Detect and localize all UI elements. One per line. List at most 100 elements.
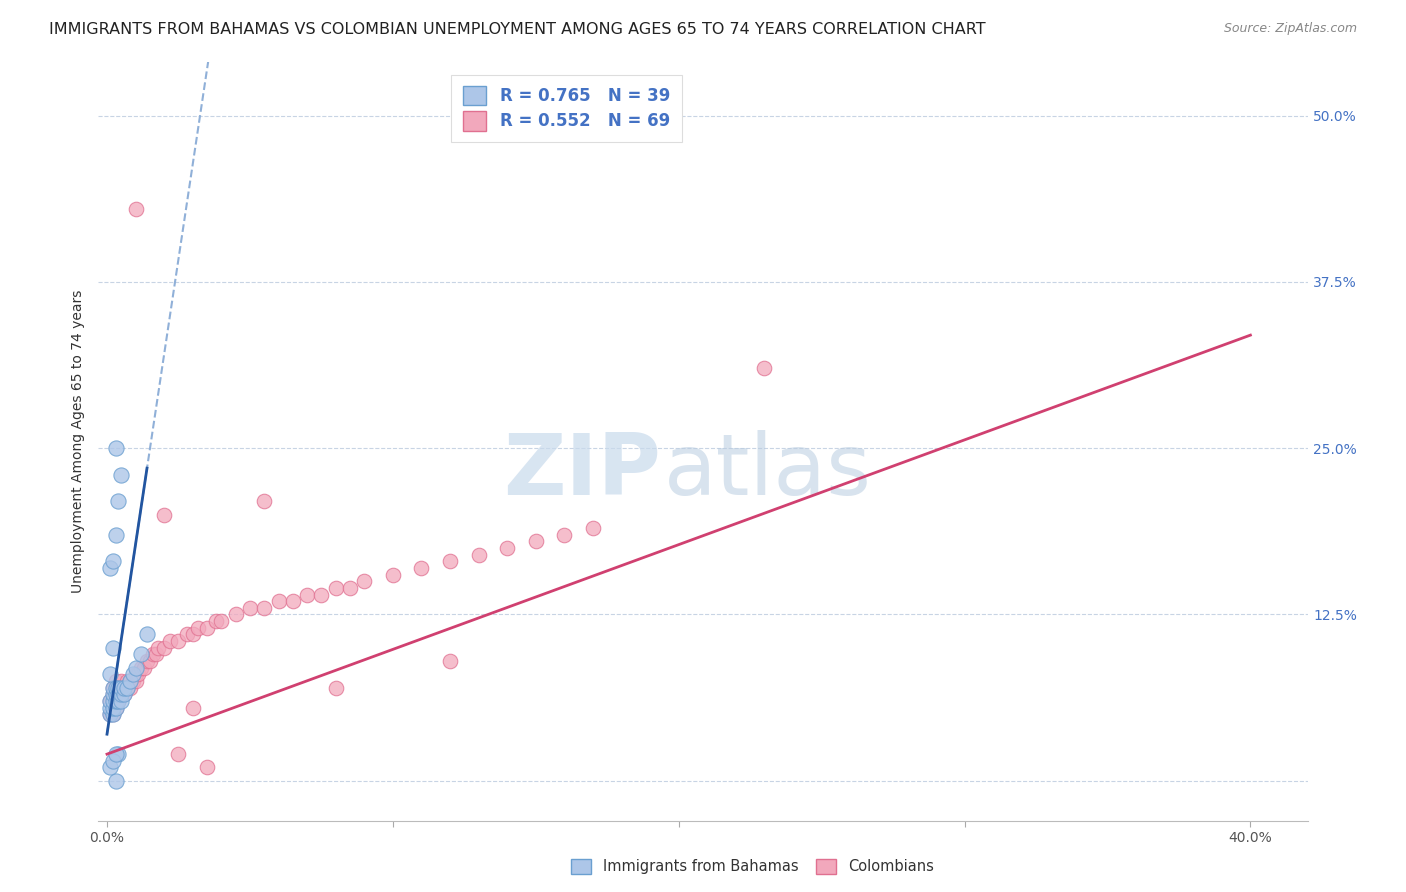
Point: [121, 673, 143, 688]
Point: [176, 627, 198, 641]
Point: [181, 700, 204, 714]
Point: [115, 681, 138, 695]
Point: [98, 667, 121, 681]
Point: [101, 700, 124, 714]
Point: [110, 681, 132, 695]
Point: [187, 621, 209, 635]
Point: [439, 554, 461, 568]
Point: [311, 587, 333, 601]
Point: [325, 581, 347, 595]
Point: [101, 694, 124, 708]
Point: [136, 654, 159, 668]
Point: [98, 561, 121, 575]
Point: [121, 667, 143, 681]
Point: [124, 661, 146, 675]
Point: [159, 634, 181, 648]
Point: [253, 494, 276, 508]
Text: IMMIGRANTS FROM BAHAMAS VS COLOMBIAN UNEMPLOYMENT AMONG AGES 65 TO 74 YEARS CORR: IMMIGRANTS FROM BAHAMAS VS COLOMBIAN UNE…: [49, 22, 986, 37]
Point: [101, 554, 124, 568]
Point: [411, 561, 433, 575]
Y-axis label: Unemployment Among Ages 65 to 74 years: Unemployment Among Ages 65 to 74 years: [72, 290, 86, 593]
Point: [325, 681, 347, 695]
Point: [195, 760, 218, 774]
Point: [101, 681, 124, 695]
Point: [267, 594, 290, 608]
Legend: R = 0.765   N = 39, R = 0.552   N = 69: R = 0.765 N = 39, R = 0.552 N = 69: [451, 75, 682, 142]
Point: [101, 694, 124, 708]
Point: [118, 681, 141, 695]
Point: [98, 760, 121, 774]
Point: [107, 687, 129, 701]
Point: [239, 600, 262, 615]
Point: [104, 527, 127, 541]
Point: [153, 508, 176, 522]
Point: [339, 581, 361, 595]
Point: [129, 661, 152, 675]
Point: [127, 667, 149, 681]
Point: [101, 707, 124, 722]
Point: [104, 681, 127, 695]
Point: [104, 773, 127, 788]
Point: [104, 687, 127, 701]
Point: [524, 534, 547, 549]
Point: [110, 694, 132, 708]
Point: [115, 673, 138, 688]
Point: [104, 673, 127, 688]
Point: [153, 640, 176, 655]
Point: [181, 627, 204, 641]
Point: [98, 694, 121, 708]
Point: [104, 694, 127, 708]
Point: [107, 681, 129, 695]
Point: [118, 673, 141, 688]
Point: [295, 587, 318, 601]
Point: [101, 681, 124, 695]
Point: [112, 681, 135, 695]
Point: [353, 574, 375, 589]
Point: [104, 687, 127, 701]
Point: [98, 707, 121, 722]
Point: [104, 700, 127, 714]
Point: [107, 681, 129, 695]
Point: [582, 521, 605, 535]
Point: [110, 687, 132, 701]
Point: [496, 541, 519, 555]
Point: [107, 694, 129, 708]
Point: [101, 707, 124, 722]
Point: [104, 747, 127, 761]
Point: [104, 441, 127, 455]
Point: [115, 681, 138, 695]
Point: [110, 681, 132, 695]
Point: [118, 673, 141, 688]
Point: [136, 627, 159, 641]
Point: [112, 687, 135, 701]
Point: [439, 654, 461, 668]
Legend: Immigrants from Bahamas, Colombians: Immigrants from Bahamas, Colombians: [565, 853, 939, 880]
Point: [281, 594, 304, 608]
Point: [101, 640, 124, 655]
Point: [110, 673, 132, 688]
Point: [107, 694, 129, 708]
Point: [107, 687, 129, 701]
Point: [142, 648, 165, 662]
Point: [129, 648, 152, 662]
Point: [98, 700, 121, 714]
Point: [167, 747, 190, 761]
Point: [124, 667, 146, 681]
Point: [107, 747, 129, 761]
Point: [107, 494, 129, 508]
Point: [253, 600, 276, 615]
Point: [112, 687, 135, 701]
Point: [124, 673, 146, 688]
Point: [112, 681, 135, 695]
Point: [104, 681, 127, 695]
Point: [195, 621, 218, 635]
Point: [124, 202, 146, 216]
Text: Source: ZipAtlas.com: Source: ZipAtlas.com: [1223, 22, 1357, 36]
Point: [110, 467, 132, 482]
Point: [98, 707, 121, 722]
Point: [467, 548, 489, 562]
Point: [134, 661, 156, 675]
Point: [98, 694, 121, 708]
Point: [754, 361, 776, 376]
Point: [104, 700, 127, 714]
